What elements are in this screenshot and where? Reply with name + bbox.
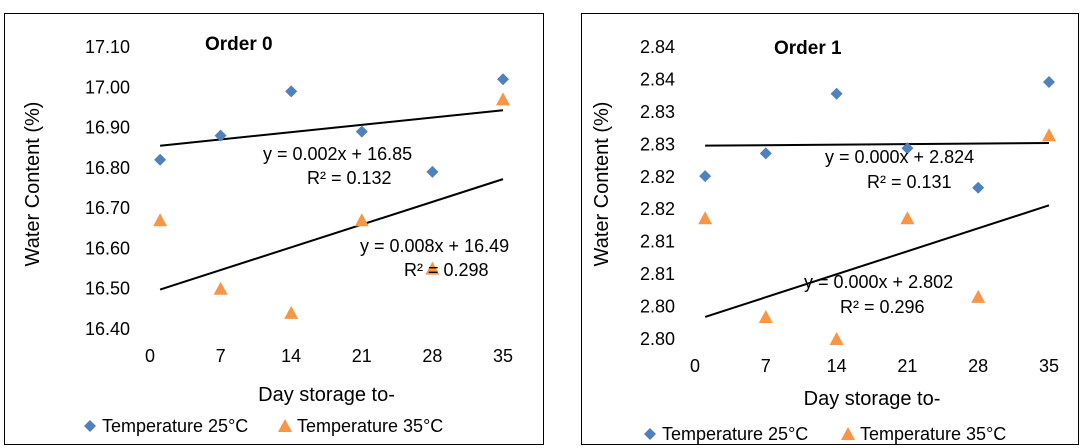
y-tick-label: 2.82 (640, 167, 675, 187)
y-axis-title: Water Content (%) (591, 102, 613, 267)
y-tick-label: 2.83 (640, 134, 675, 154)
chart-panel-order-0: 16.40 16.50 16.60 16.70 16.80 16.90 17.00 17.10… (4, 13, 544, 445)
y-tick-label: 17.00 (85, 77, 130, 97)
y-tick-label: 16.60 (85, 238, 130, 258)
x-tick-label: 21 (352, 346, 372, 366)
data-point-temp-25 (759, 147, 772, 160)
data-point-temp-35 (284, 305, 299, 319)
data-point-temp-25 (830, 87, 843, 100)
legend-marker-triangle (278, 419, 292, 432)
data-point-temp-25 (154, 153, 167, 166)
y-tick-label: 16.40 (85, 319, 130, 339)
data-point-temp-35 (354, 213, 369, 227)
trendline-equation: y = 0.000x + 2.824 (825, 147, 974, 167)
y-tick-label: 2.84 (640, 69, 675, 89)
data-point-temp-35 (829, 332, 844, 345)
legend-marker-diamond (644, 428, 656, 440)
y-tick-label: 2.81 (640, 232, 675, 252)
data-point-temp-35 (153, 213, 168, 227)
y-tick-label: 2.84 (640, 37, 675, 57)
x-tick-label: 14 (281, 346, 301, 366)
trendline-r-squared: R² = 0.298 (404, 260, 489, 280)
chart-order-0: 16.40 16.50 16.60 16.70 16.80 16.90 17.00 17.10… (22, 34, 513, 436)
legend-label: Temperature 25°C (102, 416, 248, 436)
data-point-temp-35 (698, 211, 713, 225)
legend-label: Temperature 25°C (662, 424, 808, 444)
data-point-temp-35 (900, 211, 915, 225)
x-tick-label: 21 (897, 356, 917, 376)
trendline-equation: y = 0.002x + 16.85 (263, 144, 412, 164)
y-tick-label: 2.82 (640, 199, 675, 219)
data-point-temp-25 (1043, 76, 1055, 89)
trendline (705, 142, 1050, 147)
y-tick-label: 16.80 (85, 158, 130, 178)
trendline (159, 178, 504, 291)
data-point-temp-35 (496, 92, 510, 106)
data-point-temp-25 (972, 181, 985, 194)
x-tick-label: 7 (761, 356, 771, 376)
y-tick-label: 2.80 (640, 329, 675, 349)
y-tick-label: 16.50 (85, 279, 130, 299)
chart-title: Order 0 (205, 34, 273, 55)
trendline (704, 204, 1050, 318)
data-point-temp-35 (425, 261, 440, 275)
data-point-temp-35 (1042, 128, 1056, 142)
data-point-temp-35 (971, 289, 986, 303)
y-tick-label: 16.70 (85, 198, 130, 218)
y-tick-label: 2.81 (640, 264, 675, 284)
data-point-temp-35 (213, 281, 228, 295)
data-point-temp-25 (426, 165, 439, 178)
chart-title: Order 1 (774, 38, 842, 59)
data-point-temp-25 (497, 73, 509, 86)
x-tick-label: 0 (690, 356, 700, 376)
y-tick-label: 17.10 (85, 37, 130, 57)
legend-label: Temperature 35°C (297, 416, 443, 436)
legend-marker-triangle (841, 427, 855, 440)
x-tick-label: 28 (968, 356, 988, 376)
legend-label: Temperature 35°C (860, 424, 1006, 444)
chart-order-1: 2.80 2.80 2.81 2.81 2.82 2.82 2.83 2.83 2.84 2.84… (591, 37, 1059, 444)
data-point-temp-25 (901, 142, 914, 155)
data-point-temp-25 (355, 125, 368, 138)
trendline-equation: y = 0.008x + 16.49 (360, 236, 509, 256)
x-tick-label: 14 (827, 356, 847, 376)
trendline (159, 109, 504, 147)
trendline-r-squared: R² = 0.132 (307, 168, 392, 188)
data-point-temp-35 (758, 309, 773, 323)
trendline-equation: y = 0.000x + 2.802 (804, 272, 953, 292)
trendline-r-squared: R² = 0.131 (867, 172, 952, 192)
y-axis-title: Water Content (%) (22, 102, 44, 267)
x-tick-label: 7 (216, 346, 226, 366)
data-point-temp-25 (699, 170, 712, 183)
x-axis-title: Day storage to- (804, 388, 941, 410)
x-tick-label: 28 (422, 346, 442, 366)
y-tick-label: 2.80 (640, 297, 675, 317)
y-tick-label: 2.83 (640, 102, 675, 122)
legend-marker-diamond (84, 420, 96, 432)
y-tick-label: 16.90 (85, 118, 130, 138)
x-tick-label: 0 (145, 346, 155, 366)
x-tick-label: 35 (1039, 356, 1059, 376)
trendline-r-squared: R² = 0.296 (840, 297, 925, 317)
x-tick-label: 35 (493, 346, 513, 366)
x-axis-title: Day storage to- (258, 384, 395, 406)
data-point-temp-25 (285, 85, 298, 98)
chart-panel-order-1: 2.80 2.80 2.81 2.81 2.82 2.82 2.83 2.83 2.84 2.84… (581, 13, 1079, 445)
data-point-temp-25 (214, 129, 227, 142)
